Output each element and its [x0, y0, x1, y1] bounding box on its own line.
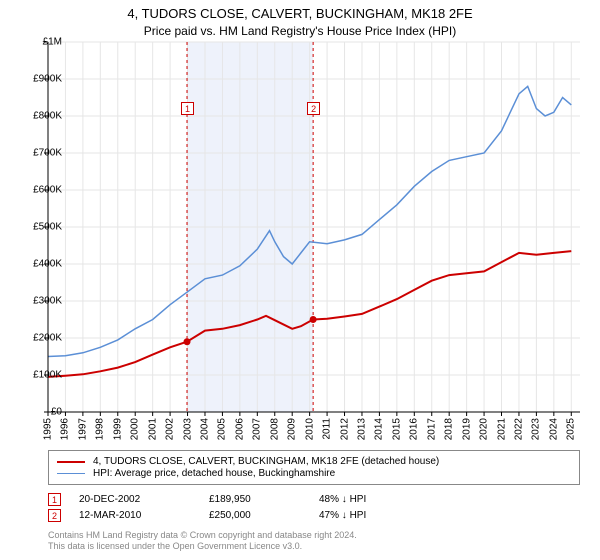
legend-label: 4, TUDORS CLOSE, CALVERT, BUCKINGHAM, MK… — [93, 456, 439, 467]
event-marker-on-chart: 2 — [307, 102, 320, 115]
x-axis-label: 2020 — [479, 418, 490, 440]
y-axis-label: £600K — [12, 185, 62, 196]
y-axis-label: £300K — [12, 296, 62, 307]
x-axis-label: 1996 — [60, 418, 71, 440]
y-axis-label: £0 — [12, 407, 62, 418]
legend-row: HPI: Average price, detached house, Buck… — [57, 468, 571, 479]
x-axis-label: 2023 — [531, 418, 542, 440]
y-axis-label: £1M — [12, 37, 62, 48]
x-axis-label: 2018 — [444, 418, 455, 440]
attribution-line1: Contains HM Land Registry data © Crown c… — [48, 530, 357, 540]
x-axis-label: 2016 — [409, 418, 420, 440]
event-hpi-diff: 47% ↓ HPI — [319, 510, 439, 521]
x-axis-label: 2012 — [339, 418, 350, 440]
x-axis-label: 2000 — [130, 418, 141, 440]
x-axis-label: 2017 — [426, 418, 437, 440]
x-axis-label: 2001 — [147, 418, 158, 440]
event-marker-icon: 2 — [48, 509, 61, 522]
chart-svg — [48, 42, 580, 412]
legend-swatch — [57, 461, 85, 463]
event-price: £189,950 — [209, 494, 319, 505]
y-axis-label: £200K — [12, 333, 62, 344]
x-axis-label: 2004 — [199, 418, 210, 440]
x-axis-label: 2013 — [356, 418, 367, 440]
x-axis-label: 2007 — [252, 418, 263, 440]
y-axis-label: £800K — [12, 111, 62, 122]
event-row: 2 12-MAR-2010£250,00047% ↓ HPI — [48, 509, 580, 522]
title-block: 4, TUDORS CLOSE, CALVERT, BUCKINGHAM, MK… — [0, 0, 600, 40]
x-axis-label: 1998 — [95, 418, 106, 440]
x-axis-label: 2011 — [322, 418, 333, 440]
x-axis-label: 2002 — [165, 418, 176, 440]
x-axis-label: 2024 — [548, 418, 559, 440]
x-axis-label: 2025 — [566, 418, 577, 440]
x-axis-label: 2006 — [234, 418, 245, 440]
event-date: 20-DEC-2002 — [79, 494, 209, 505]
y-axis-label: £900K — [12, 74, 62, 85]
chart-subtitle: Price paid vs. HM Land Registry's House … — [0, 23, 600, 40]
chart-title-address: 4, TUDORS CLOSE, CALVERT, BUCKINGHAM, MK… — [0, 6, 600, 23]
y-axis-label: £500K — [12, 222, 62, 233]
legend-box: 4, TUDORS CLOSE, CALVERT, BUCKINGHAM, MK… — [48, 450, 580, 485]
attribution-text: Contains HM Land Registry data © Crown c… — [48, 530, 580, 552]
x-axis-label: 1995 — [43, 418, 54, 440]
x-axis-label: 2021 — [496, 418, 507, 440]
y-axis-label: £700K — [12, 148, 62, 159]
event-marker-on-chart: 1 — [181, 102, 194, 115]
y-axis-label: £400K — [12, 259, 62, 270]
x-axis-label: 2010 — [304, 418, 315, 440]
event-date: 12-MAR-2010 — [79, 510, 209, 521]
event-marker-icon: 1 — [48, 493, 61, 506]
x-axis-label: 2009 — [287, 418, 298, 440]
chart-plot-area: 12 — [48, 42, 580, 412]
chart-container: 4, TUDORS CLOSE, CALVERT, BUCKINGHAM, MK… — [0, 0, 600, 560]
event-price: £250,000 — [209, 510, 319, 521]
x-axis-label: 2022 — [513, 418, 524, 440]
x-axis-label: 2008 — [269, 418, 280, 440]
x-axis-label: 1999 — [112, 418, 123, 440]
x-axis-label: 1997 — [77, 418, 88, 440]
legend-row: 4, TUDORS CLOSE, CALVERT, BUCKINGHAM, MK… — [57, 456, 571, 467]
x-axis-label: 2003 — [182, 418, 193, 440]
events-table: 1 20-DEC-2002£189,95048% ↓ HPI 2 12-MAR-201… — [48, 490, 580, 525]
event-row: 1 20-DEC-2002£189,95048% ↓ HPI — [48, 493, 580, 506]
y-axis-label: £100K — [12, 370, 62, 381]
event-hpi-diff: 48% ↓ HPI — [319, 494, 439, 505]
legend-swatch — [57, 473, 85, 474]
legend-label: HPI: Average price, detached house, Buck… — [93, 468, 335, 479]
x-axis-label: 2019 — [461, 418, 472, 440]
attribution-line2: This data is licensed under the Open Gov… — [48, 541, 302, 551]
x-axis-label: 2015 — [391, 418, 402, 440]
x-axis-label: 2014 — [374, 418, 385, 440]
x-axis-label: 2005 — [217, 418, 228, 440]
